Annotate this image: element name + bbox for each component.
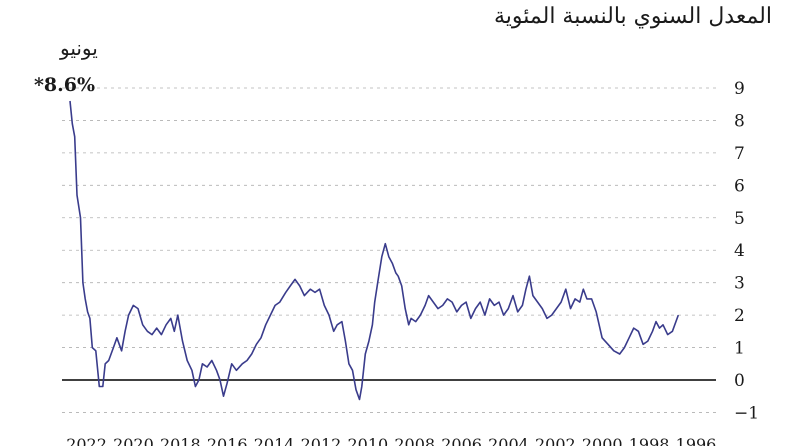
y-tick-label: 4 bbox=[734, 241, 745, 261]
x-axis-ticks: 1996 1998 2000 2002 2004 2006 2008 2010 2012 2014… bbox=[66, 435, 716, 446]
x-tick-label: 2002 bbox=[535, 435, 576, 446]
y-tick-label: 2 bbox=[734, 306, 745, 326]
y-tick-label: 7 bbox=[734, 144, 745, 164]
chart-title: المعدل السنوي بالنسبة المئوية bbox=[493, 4, 772, 29]
x-tick-label: 2016 bbox=[207, 435, 248, 446]
annotation-month: يونيو bbox=[60, 36, 98, 60]
y-tick-label: 9 bbox=[734, 79, 745, 99]
x-tick-label: 2022 bbox=[66, 435, 107, 446]
x-tick-label: 2008 bbox=[394, 435, 435, 446]
y-tick-label: 5 bbox=[734, 209, 745, 229]
annotation-value: *8.6% bbox=[34, 74, 96, 96]
y-axis-ticks: 9 8 7 6 5 4 3 2 1 0 −1 bbox=[734, 79, 759, 423]
x-tick-label: 2012 bbox=[301, 435, 342, 446]
x-tick-label: 2010 bbox=[347, 435, 388, 446]
x-tick-label: 2014 bbox=[254, 435, 295, 446]
x-tick-label: 1998 bbox=[629, 435, 670, 446]
x-tick-label: 1996 bbox=[676, 435, 717, 446]
y-tick-label: 3 bbox=[734, 274, 745, 294]
series-line bbox=[69, 100, 680, 401]
y-tick-label: −1 bbox=[734, 403, 759, 423]
x-tick-label: 2004 bbox=[488, 435, 529, 446]
grid-lines bbox=[62, 87, 716, 413]
y-tick-label: 6 bbox=[734, 176, 745, 196]
y-tick-label: 1 bbox=[734, 339, 745, 359]
x-tick-label: 2006 bbox=[441, 435, 482, 446]
x-tick-label: 2018 bbox=[160, 435, 201, 446]
y-tick-label: 8 bbox=[734, 111, 745, 131]
y-tick-label: 0 bbox=[734, 371, 745, 391]
x-tick-label: 2000 bbox=[582, 435, 623, 446]
x-tick-label: 2020 bbox=[113, 435, 154, 446]
